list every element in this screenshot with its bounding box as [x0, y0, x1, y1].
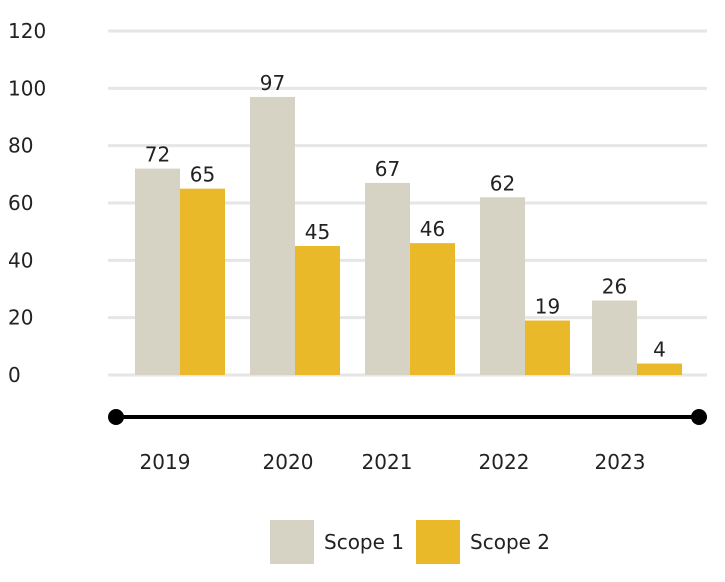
- data-label: 4: [653, 338, 666, 362]
- y-tick-label: 120: [8, 19, 46, 43]
- bar-scope-1-2022: [480, 197, 525, 375]
- y-tick-label: 60: [8, 191, 33, 215]
- timeline-end-dot: [691, 409, 707, 425]
- data-label: 97: [260, 71, 285, 95]
- bar-scope-1-2023: [592, 300, 637, 375]
- data-label: 26: [602, 274, 627, 298]
- x-tick-label: 2023: [595, 450, 646, 474]
- timeline: [108, 409, 707, 425]
- x-axis-labels: 2019 2020 2021 2022 2023: [140, 450, 646, 474]
- data-label: 67: [375, 157, 400, 181]
- data-label: 19: [535, 295, 560, 319]
- legend-label-scope-2: Scope 2: [470, 530, 551, 554]
- bar-scope-1-2019: [135, 168, 180, 375]
- y-tick-label: 100: [8, 76, 46, 100]
- bar-chart: 0 20 40 60 80 100 120 72 65 97 45 67 46 62 19 26 4 2019…: [8, 19, 707, 474]
- legend-swatch-scope-2: [416, 520, 461, 564]
- data-label: 45: [305, 220, 330, 244]
- legend-label-scope-1: Scope 1: [324, 530, 405, 554]
- legend: Scope 1 Scope 2: [270, 520, 562, 564]
- data-labels: 72 65 97 45 67 46 62 19 26 4: [145, 71, 666, 362]
- legend-item-scope-2: Scope 2: [416, 520, 550, 564]
- bar-scope-1-2020: [250, 96, 295, 375]
- x-tick-label: 2019: [140, 450, 191, 474]
- data-label: 46: [420, 217, 445, 241]
- x-tick-label: 2022: [479, 450, 530, 474]
- y-tick-label: 20: [8, 306, 33, 330]
- bars: [135, 96, 682, 375]
- x-tick-label: 2021: [362, 450, 413, 474]
- bar-scope-2-2020: [295, 246, 340, 375]
- bar-scope-2-2019: [180, 188, 225, 375]
- bar-scope-1-2021: [365, 182, 410, 375]
- bar-scope-2-2021: [410, 243, 455, 375]
- legend-item-scope-1: Scope 1: [270, 520, 404, 564]
- y-axis-ticks: 0 20 40 60 80 100 120: [8, 19, 46, 387]
- data-label: 65: [190, 163, 215, 187]
- data-label: 72: [145, 143, 170, 167]
- bar-scope-2-2023: [637, 363, 682, 375]
- legend-swatch-scope-1: [270, 520, 314, 564]
- data-label: 62: [490, 171, 515, 195]
- y-tick-label: 40: [8, 248, 33, 272]
- x-tick-label: 2020: [263, 450, 314, 474]
- y-tick-label: 0: [8, 363, 21, 387]
- y-tick-label: 80: [8, 134, 33, 158]
- timeline-start-dot: [108, 409, 124, 425]
- bar-scope-2-2022: [525, 320, 570, 375]
